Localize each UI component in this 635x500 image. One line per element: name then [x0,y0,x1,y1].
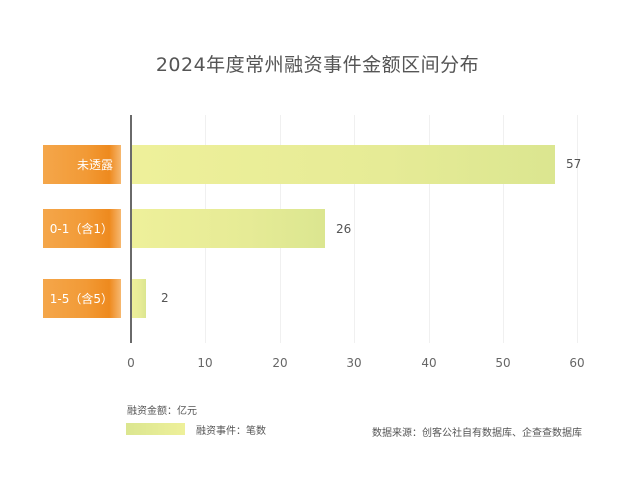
x-tick: 30 [346,356,362,370]
x-tick: 0 [127,356,135,370]
x-tick: 60 [569,356,585,370]
gridline [503,115,504,343]
x-tick: 20 [272,356,288,370]
category-label-text: 1-5（含5） [49,292,113,306]
chart-title: 2024年度常州融资事件金额区间分布 [155,54,480,76]
legend-label: 融资事件：笔数 [196,426,266,437]
bar [132,279,146,318]
category-label-text: 未透露 [76,158,113,172]
legend-swatch [126,423,185,435]
gridline [354,115,355,343]
x-tick: 10 [197,356,213,370]
category-label: 0-1（含1） [43,209,121,248]
bar [132,209,325,248]
gridline [577,115,578,343]
unit-label: 融资金额：亿元 [127,406,197,417]
bar-value: 26 [336,222,352,236]
y-axis-line [130,115,132,343]
bar-value: 2 [161,291,169,305]
x-tick: 50 [495,356,511,370]
bar-value: 57 [566,157,582,171]
bar [132,145,555,184]
category-label: 1-5（含5） [43,279,121,318]
category-label: 未透露 [43,145,121,184]
x-tick: 40 [421,356,437,370]
gridline [429,115,430,343]
category-label-text: 0-1（含1） [49,222,113,236]
data-source: 数据来源：创客公社自有数据库、企查查数据库 [372,428,582,439]
